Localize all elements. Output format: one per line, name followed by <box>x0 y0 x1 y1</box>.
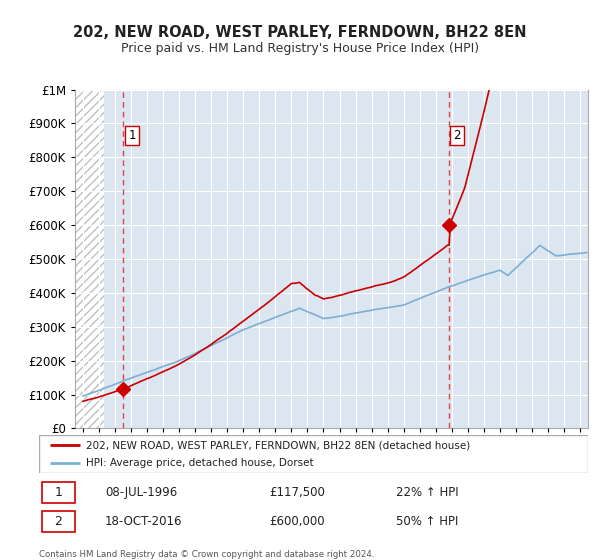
Text: 18-OCT-2016: 18-OCT-2016 <box>105 515 182 528</box>
Text: 08-JUL-1996: 08-JUL-1996 <box>105 486 177 500</box>
Text: 1: 1 <box>54 486 62 500</box>
Text: 50% ↑ HPI: 50% ↑ HPI <box>396 515 458 528</box>
Text: 202, NEW ROAD, WEST PARLEY, FERNDOWN, BH22 8EN: 202, NEW ROAD, WEST PARLEY, FERNDOWN, BH… <box>73 25 527 40</box>
FancyBboxPatch shape <box>42 511 74 533</box>
FancyBboxPatch shape <box>39 435 588 473</box>
Text: Price paid vs. HM Land Registry's House Price Index (HPI): Price paid vs. HM Land Registry's House … <box>121 42 479 55</box>
Text: 2: 2 <box>54 515 62 528</box>
Text: HPI: Average price, detached house, Dorset: HPI: Average price, detached house, Dors… <box>86 458 313 468</box>
Text: 202, NEW ROAD, WEST PARLEY, FERNDOWN, BH22 8EN (detached house): 202, NEW ROAD, WEST PARLEY, FERNDOWN, BH… <box>86 440 470 450</box>
Bar <box>75 90 104 428</box>
FancyBboxPatch shape <box>42 482 74 503</box>
Text: 22% ↑ HPI: 22% ↑ HPI <box>396 486 458 500</box>
Text: £600,000: £600,000 <box>269 515 325 528</box>
Text: 1: 1 <box>128 129 136 142</box>
Text: Contains HM Land Registry data © Crown copyright and database right 2024.
This d: Contains HM Land Registry data © Crown c… <box>39 550 374 560</box>
Text: £117,500: £117,500 <box>269 486 325 500</box>
Text: 2: 2 <box>454 129 461 142</box>
